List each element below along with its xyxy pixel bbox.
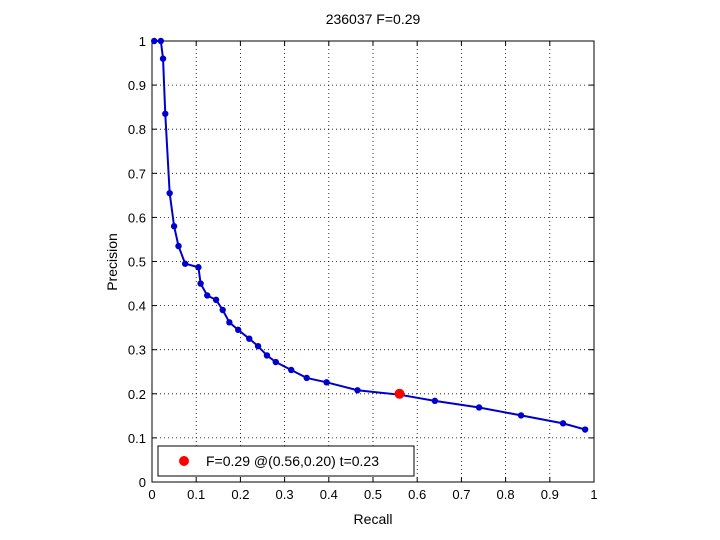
series-point [175, 242, 182, 250]
series-layer [151, 37, 589, 433]
series-point [246, 335, 253, 342]
x-tick-label: 1 [590, 487, 597, 502]
y-tick-label: 0.3 [128, 343, 146, 358]
x-tick-label: 0.4 [320, 487, 338, 502]
series-point [475, 404, 483, 411]
series-point [272, 358, 279, 366]
y-tick-label: 0.1 [128, 431, 146, 446]
series-point [157, 37, 165, 45]
y-tick-label: 1 [139, 34, 146, 49]
y-tick-label: 0.2 [128, 387, 146, 402]
series-point [288, 366, 295, 374]
series-point [354, 387, 361, 394]
series-point [254, 342, 262, 350]
chart-title: 236037 F=0.29 [326, 11, 421, 27]
series-point [226, 319, 233, 326]
series-point [162, 110, 169, 117]
y-tick-label: 0.6 [128, 210, 146, 225]
y-tick-label: 0.5 [128, 255, 146, 270]
x-tick-label: 0.2 [231, 487, 249, 502]
series-point [170, 223, 178, 230]
best-f-point [394, 388, 405, 399]
legend-text: F=0.29 @(0.56,0.20) t=0.23 [206, 453, 379, 469]
series-point [195, 264, 202, 271]
x-tick-label: 0.3 [276, 487, 294, 502]
x-axis-label: Recall [354, 511, 393, 527]
series-point [581, 426, 589, 433]
series-point [181, 260, 189, 267]
series-point [166, 189, 173, 197]
legend-box [157, 445, 415, 477]
grid-lines [152, 41, 594, 482]
series-point [159, 55, 167, 62]
series-point [559, 420, 567, 427]
series-point [151, 37, 158, 45]
series-point [204, 292, 211, 299]
series-point [517, 412, 525, 419]
series-point [212, 296, 220, 304]
legend: F=0.29 @(0.56,0.20) t=0.23 [157, 445, 415, 477]
y-axis-label: Precision [104, 233, 120, 291]
x-tick-label: 0.8 [497, 487, 515, 502]
series-point [234, 326, 242, 334]
x-tick-label: 0.7 [452, 487, 470, 502]
legend-marker [179, 456, 189, 466]
series-point [431, 397, 439, 405]
x-tick-label: 0.5 [364, 487, 382, 502]
y-tick-label: 0 [139, 475, 146, 490]
x-tick-label: 0.1 [187, 487, 205, 502]
series-point [303, 374, 310, 382]
y-tick-label: 0.4 [128, 299, 146, 314]
x-tick-label: 0.9 [541, 487, 559, 502]
axis-ticks: 0 0.1 0.2 0.3 0.4 0.5 0.6 0.7 0.8 0.9 1 0 0.1 0.2 0.3 0… [128, 34, 598, 502]
series-point [197, 280, 204, 287]
series-point [263, 352, 271, 359]
y-tick-label: 0.9 [128, 78, 146, 93]
x-tick-label: 0.6 [408, 487, 426, 502]
y-tick-label: 0.8 [128, 122, 146, 137]
x-tick-label: 0 [148, 487, 155, 502]
series-point [323, 379, 330, 386]
series-point [219, 306, 226, 314]
y-tick-label: 0.7 [128, 166, 146, 181]
